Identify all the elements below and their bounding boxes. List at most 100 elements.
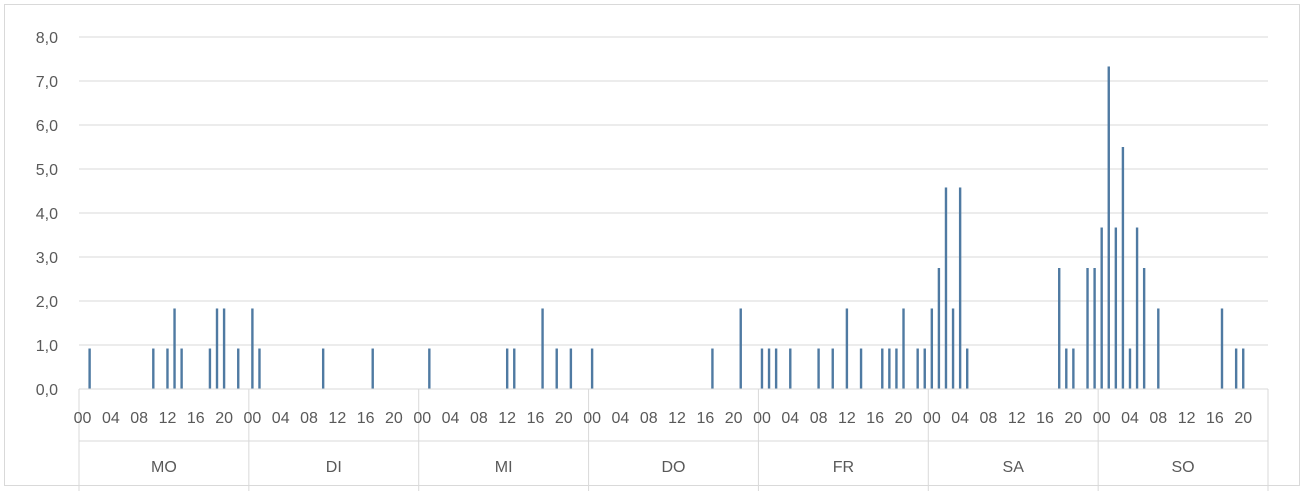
bar: [1121, 147, 1125, 389]
bar: [251, 308, 254, 389]
day-label: SA: [1003, 459, 1025, 476]
bar: [541, 308, 544, 389]
bar: [173, 308, 176, 389]
bar: [916, 348, 919, 389]
hour-tick-label: 12: [838, 410, 856, 427]
hour-tick-label: 12: [159, 410, 177, 427]
hour-tick-label: 04: [102, 410, 120, 427]
day-label: DI: [326, 459, 342, 476]
bar: [923, 348, 926, 389]
bar: [513, 348, 516, 389]
hour-tick-label: 00: [583, 410, 601, 427]
y-tick-label: 4,0: [36, 206, 58, 223]
bar: [1086, 268, 1089, 389]
bar: [590, 348, 594, 389]
hour-tick-label: 08: [300, 410, 318, 427]
bar: [152, 348, 155, 389]
y-tick-label: 1,0: [36, 338, 58, 355]
bar: [258, 348, 261, 389]
day-label: DO: [662, 459, 686, 476]
bar: [888, 348, 891, 389]
y-tick-label: 5,0: [36, 162, 58, 179]
hour-tick-label: 04: [1121, 410, 1139, 427]
hour-tick-label: 12: [328, 410, 346, 427]
bar: [1107, 66, 1110, 389]
day-label: FR: [833, 459, 854, 476]
hour-tick-label: 16: [357, 410, 375, 427]
bar: [831, 348, 834, 389]
hour-tick-label: 12: [498, 410, 516, 427]
chart-frame: [4, 4, 1300, 486]
bar: [767, 348, 771, 389]
hour-tick-label: 20: [1234, 410, 1252, 427]
hour-tick-label: 00: [753, 410, 771, 427]
hour-tick-label: 08: [980, 410, 998, 427]
hour-tick-label: 04: [442, 410, 460, 427]
bar: [555, 348, 558, 389]
bar: [371, 348, 374, 389]
bar: [505, 348, 509, 389]
hour-tick-label: 08: [470, 410, 488, 427]
bar: [1157, 308, 1160, 389]
bar: [895, 348, 898, 389]
hour-tick-label: 16: [1206, 410, 1224, 427]
bar: [1234, 348, 1238, 389]
bar: [1242, 348, 1245, 389]
bar: [951, 308, 955, 389]
hour-tick-label: 16: [866, 410, 884, 427]
bar: [1142, 268, 1146, 389]
y-tick-label: 2,0: [36, 294, 58, 311]
hour-tick-label: 16: [527, 410, 545, 427]
bar: [1100, 227, 1103, 389]
y-axis-labels: 0,0 1,0 2,0 3,0 4,0 5,0 6,0 7,0 8,0: [36, 30, 58, 399]
bar: [569, 348, 573, 389]
y-tick-label: 8,0: [36, 30, 58, 47]
bar: [902, 308, 905, 389]
bar: [1093, 268, 1096, 389]
bar: [180, 348, 183, 389]
hour-tick-label: 00: [74, 410, 92, 427]
bar: [966, 348, 969, 389]
day-label: SO: [1172, 459, 1195, 476]
bar: [944, 187, 948, 389]
bars: [88, 66, 1245, 389]
bar: [1135, 227, 1139, 389]
hour-tick-label: 20: [1064, 410, 1082, 427]
bar: [711, 348, 714, 389]
y-tick-label: 6,0: [36, 118, 58, 135]
bar: [789, 348, 792, 389]
bar: [930, 308, 934, 389]
bar: [845, 308, 849, 389]
bar: [321, 348, 325, 389]
hour-tick-label: 20: [725, 410, 743, 427]
bar: [208, 348, 212, 389]
grid-lines: [79, 36, 1268, 390]
bar: [817, 348, 820, 389]
hour-tick-label: 20: [385, 410, 403, 427]
bar: [88, 348, 91, 389]
y-tick-label: 3,0: [36, 250, 58, 267]
bar: [1128, 348, 1132, 389]
hour-tick-label: 08: [640, 410, 658, 427]
bar: [739, 308, 742, 389]
bar: [215, 308, 219, 389]
hour-tick-label: 00: [923, 410, 941, 427]
hour-tick-label: 00: [413, 410, 431, 427]
y-tick-label: 0,0: [36, 382, 58, 399]
hour-tick-label: 20: [895, 410, 913, 427]
bar: [237, 348, 240, 389]
hour-tick-label: 08: [130, 410, 148, 427]
bar: [937, 268, 941, 389]
hour-tick-label: 00: [243, 410, 261, 427]
hour-tick-label: 04: [781, 410, 799, 427]
hour-tick-label: 04: [951, 410, 969, 427]
bar: [881, 348, 884, 389]
bar: [1065, 348, 1068, 389]
bar: [958, 187, 962, 389]
bar: [774, 348, 778, 389]
hour-tick-label: 08: [1149, 410, 1167, 427]
hour-tick-label: 12: [1008, 410, 1026, 427]
bar: [760, 348, 764, 389]
hour-tick-label: 08: [810, 410, 828, 427]
